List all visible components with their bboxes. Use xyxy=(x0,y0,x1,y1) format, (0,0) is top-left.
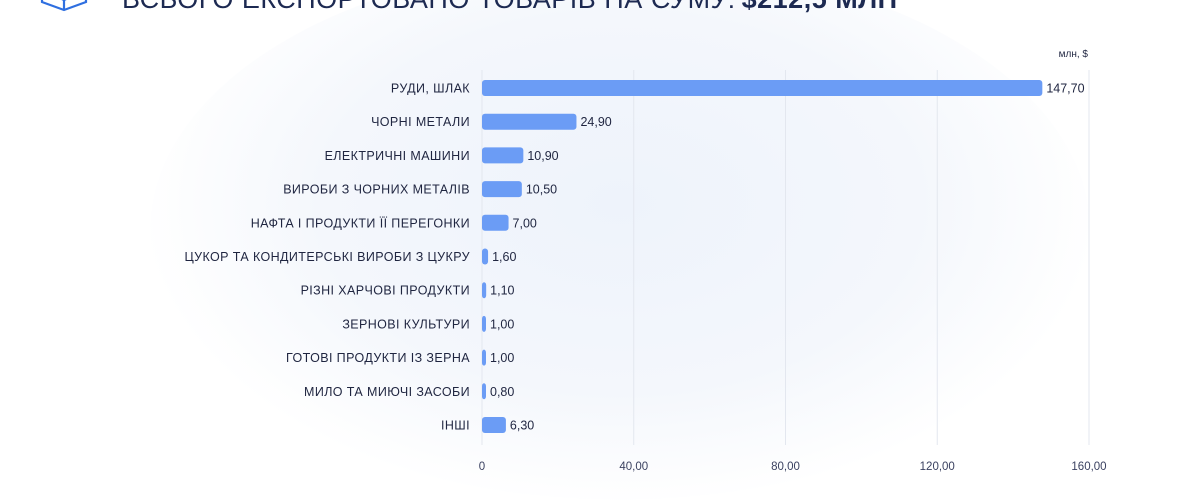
total-value: $212,5 млн xyxy=(742,0,898,14)
value-label: 10,50 xyxy=(526,183,557,197)
category-label: ЧОРНІ МЕТАЛИ xyxy=(371,115,470,129)
category-label: ЗЕРНОВІ КУЛЬТУРИ xyxy=(342,317,470,331)
bar-5 xyxy=(482,248,489,265)
x-tick-label: 40,00 xyxy=(619,461,648,473)
category-label: ЦУКОР ТА КОНДИТЕРСЬКІ ВИРОБИ З ЦУКРУ xyxy=(184,250,470,264)
value-label: 1,00 xyxy=(490,351,514,365)
bar-8 xyxy=(482,349,486,366)
category-label: ЕЛЕКТРИЧНІ МАШИНИ xyxy=(325,149,470,163)
bar-10 xyxy=(482,417,506,433)
page-title: ВСЬОГО ЕКСПОРТОВАНО ТОВАРІВ НА СУМУ: $212… xyxy=(122,0,898,15)
bar-6 xyxy=(482,282,487,299)
bar-9 xyxy=(482,383,486,400)
category-label: МИЛО ТА МИЮЧІ ЗАСОБИ xyxy=(304,385,470,399)
category-label: ГОТОВІ ПРОДУКТИ ІЗ ЗЕРНА xyxy=(286,351,470,365)
x-tick-label: 160,00 xyxy=(1071,461,1106,473)
bar-7 xyxy=(482,315,486,332)
bar-3 xyxy=(482,181,522,198)
value-label: 24,90 xyxy=(580,115,611,129)
value-label: 147,70 xyxy=(1046,82,1084,96)
value-label: 1,10 xyxy=(490,284,514,298)
title-text: ВСЬОГО ЕКСПОРТОВАНО ТОВАРІВ НА СУМУ: xyxy=(122,0,736,14)
value-label: 0,80 xyxy=(490,385,514,399)
category-label: НАФТА І ПРОДУКТИ ЇЇ ПЕРЕГОНКИ xyxy=(251,216,470,230)
category-label: РУДИ, ШЛАК xyxy=(391,82,470,96)
category-label: РІЗНІ ХАРЧОВІ ПРОДУКТИ xyxy=(301,284,470,298)
x-tick-label: 80,00 xyxy=(771,461,800,473)
category-label: ІНШІ xyxy=(441,419,470,433)
x-tick-label: 120,00 xyxy=(920,461,955,473)
bar-2 xyxy=(482,147,524,164)
grid-layer xyxy=(481,70,1090,445)
value-label: 7,00 xyxy=(513,216,537,230)
open-book-icon xyxy=(40,0,88,12)
bar-0 xyxy=(482,80,1043,96)
category-label: ВИРОБИ З ЧОРНИХ МЕТАЛІВ xyxy=(283,183,470,197)
value-label: 1,00 xyxy=(490,317,514,331)
bar-chart: 0 40,00 80,00 120,00 160,00 РУДИ, ШЛАК 147,70 Ч… xyxy=(184,49,1106,474)
bar-layer xyxy=(482,80,1043,433)
unit-label: млн, $ xyxy=(1059,49,1089,60)
x-tick-label: 0 xyxy=(479,461,485,473)
value-label: 1,60 xyxy=(492,250,516,264)
value-label: 6,30 xyxy=(510,419,534,433)
bar-1 xyxy=(482,113,577,130)
bar-4 xyxy=(482,214,509,231)
label-layer: 0 40,00 80,00 120,00 160,00 РУДИ, ШЛАК 147,70 Ч… xyxy=(184,82,1106,474)
value-label: 10,90 xyxy=(527,149,558,163)
